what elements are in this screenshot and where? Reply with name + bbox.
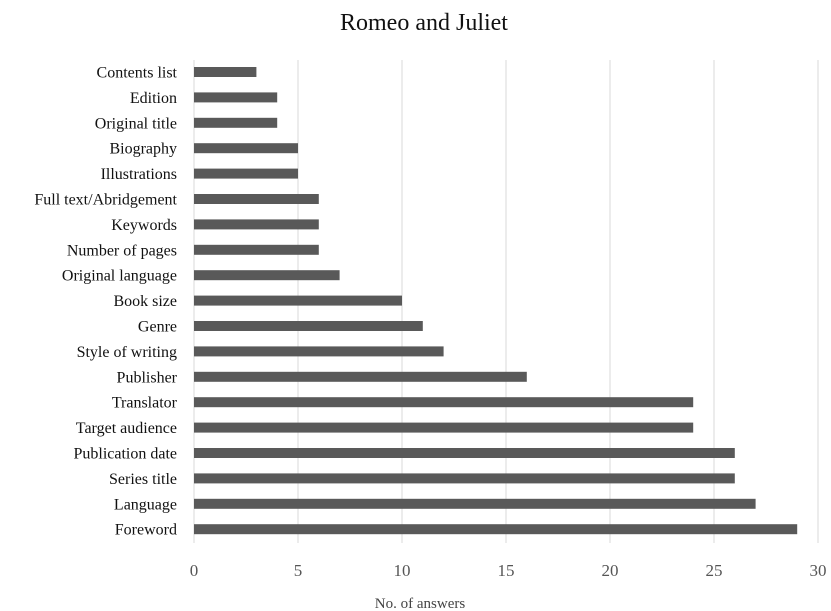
bar [194,371,527,382]
category-label: Illustrations [101,166,177,183]
category-label: Publication date [73,446,177,463]
bar [194,422,694,433]
x-tick-label: 20 [602,561,619,580]
x-tick-label: 15 [498,561,515,580]
category-label: Language [114,496,177,513]
bar [194,498,756,509]
bar [194,448,735,458]
bars [194,67,798,535]
category-label: Target audience [76,420,177,437]
category-label: Book size [113,293,177,310]
category-label: Full text/Abridgement [34,192,177,209]
category-label: Keywords [111,217,177,234]
bar [194,295,402,306]
x-tick-label: 25 [706,561,723,580]
category-label: Contents list [97,65,178,82]
category-labels: Contents list Edition Original title Biogra… [34,65,177,539]
category-label: Biography [109,141,177,158]
category-label: Original language [62,268,177,285]
x-tick-label: 30 [810,561,827,580]
category-label: Publisher [117,369,178,386]
category-label: Style of writing [77,344,177,361]
x-axis-title: No. of answers [375,596,466,611]
category-label: Genre [138,319,177,336]
chart-title: Romeo and Juliet [340,10,508,36]
category-label: Original title [95,115,177,132]
bar [194,270,340,281]
bar [194,244,319,255]
bar [194,67,257,77]
bar [194,92,278,103]
category-label: Series title [109,471,177,488]
x-axis-ticks: 0 5 10 15 20 25 30 [190,561,827,580]
x-tick-label: 0 [190,561,199,580]
x-tick-label: 5 [294,561,303,580]
x-tick-label: 10 [394,561,411,580]
category-label: Translator [112,395,178,412]
bar [194,346,444,357]
bar [194,143,298,154]
bar [194,168,298,179]
bar [194,117,278,128]
bar [194,321,423,331]
bar [194,397,694,408]
bar [194,473,735,484]
bar [194,194,319,204]
bar [194,219,319,230]
category-label: Foreword [115,522,177,539]
category-label: Number of pages [67,242,177,259]
category-label: Edition [130,90,177,107]
bar [194,524,798,535]
